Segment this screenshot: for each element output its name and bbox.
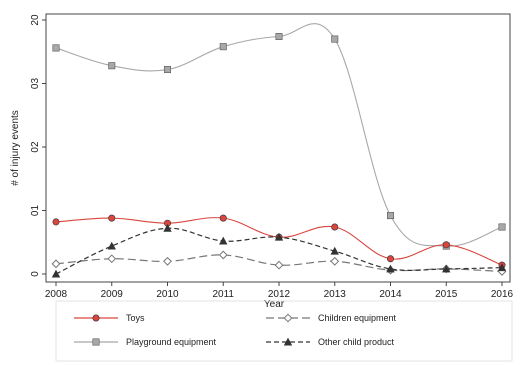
data-point: [108, 62, 116, 70]
data-point: [498, 223, 506, 231]
legend-box: [55, 300, 513, 362]
y-axis-label: # of injury events: [10, 110, 21, 186]
data-point: [274, 232, 284, 241]
y-tick-label: 03: [30, 78, 41, 90]
data-point: [330, 256, 340, 266]
legend-swatch-marker: [283, 337, 293, 346]
axes: 0 01 02 03 20 2008 2009 2010 2011 2012 2013 2014 201…: [10, 13, 514, 310]
legend-item: Toys: [74, 313, 145, 323]
data-point: [51, 269, 61, 278]
x-tick-label: 2008: [45, 289, 68, 300]
x-tick-label: 2009: [101, 289, 124, 300]
legend-label: Toys: [126, 313, 145, 323]
x-tick-label: 2016: [491, 289, 514, 300]
legend-item: Playground equipment: [74, 337, 217, 347]
series-line: [55, 254, 503, 273]
data-point: [107, 254, 117, 264]
legend-swatch-marker: [283, 313, 293, 323]
data-point: [219, 236, 228, 245]
data-point: [386, 212, 394, 220]
x-axis-label: Year: [264, 299, 285, 310]
data-point: [386, 255, 394, 263]
x-tick-label: 2013: [324, 289, 347, 300]
data-point: [51, 259, 61, 269]
series-toys: [52, 214, 506, 269]
data-point: [331, 223, 339, 231]
plot-frame: [45, 13, 511, 283]
data-point: [218, 250, 228, 260]
data-point: [108, 214, 116, 222]
data-point: [497, 263, 507, 272]
data-point: [331, 35, 339, 43]
legend-label: Playground equipment: [126, 337, 217, 347]
legend: Toys Playground equipment Children equipme…: [55, 300, 513, 362]
legend-label: Other child product: [318, 337, 395, 347]
x-tick-label: 2011: [212, 289, 234, 300]
data-point: [164, 66, 172, 74]
data-point: [219, 214, 227, 222]
x-tick-label: 2014: [379, 289, 402, 300]
data-point: [442, 264, 451, 273]
data-point: [219, 43, 227, 51]
series-other-child-product: [51, 223, 507, 278]
series-children-equipment: [51, 250, 507, 276]
series-line: [55, 23, 503, 247]
data-point: [386, 264, 395, 273]
x-tick-label: 2010: [156, 289, 179, 300]
data-point: [274, 260, 284, 270]
data-point: [107, 241, 116, 250]
legend-swatch-marker: [92, 314, 100, 322]
legend-label: Children equipment: [318, 313, 397, 323]
data-point: [52, 44, 60, 52]
series-group: [51, 23, 507, 278]
legend-item: Other child product: [266, 337, 395, 347]
data-point: [442, 241, 450, 249]
data-point: [163, 223, 172, 232]
x-tick-label: 2015: [435, 289, 458, 300]
series-playground-equipment: [52, 23, 506, 250]
data-point: [52, 218, 60, 226]
data-point: [275, 33, 283, 41]
data-point: [330, 246, 339, 255]
y-tick-label: 0: [30, 271, 41, 277]
legend-item: Children equipment: [266, 313, 397, 323]
y-tick-label: 20: [30, 14, 41, 26]
y-tick-label: 01: [30, 205, 41, 217]
y-tick-label: 02: [30, 141, 41, 153]
x-tick-label: 2012: [268, 289, 291, 300]
legend-swatch-marker: [92, 338, 100, 346]
data-point: [163, 256, 172, 266]
